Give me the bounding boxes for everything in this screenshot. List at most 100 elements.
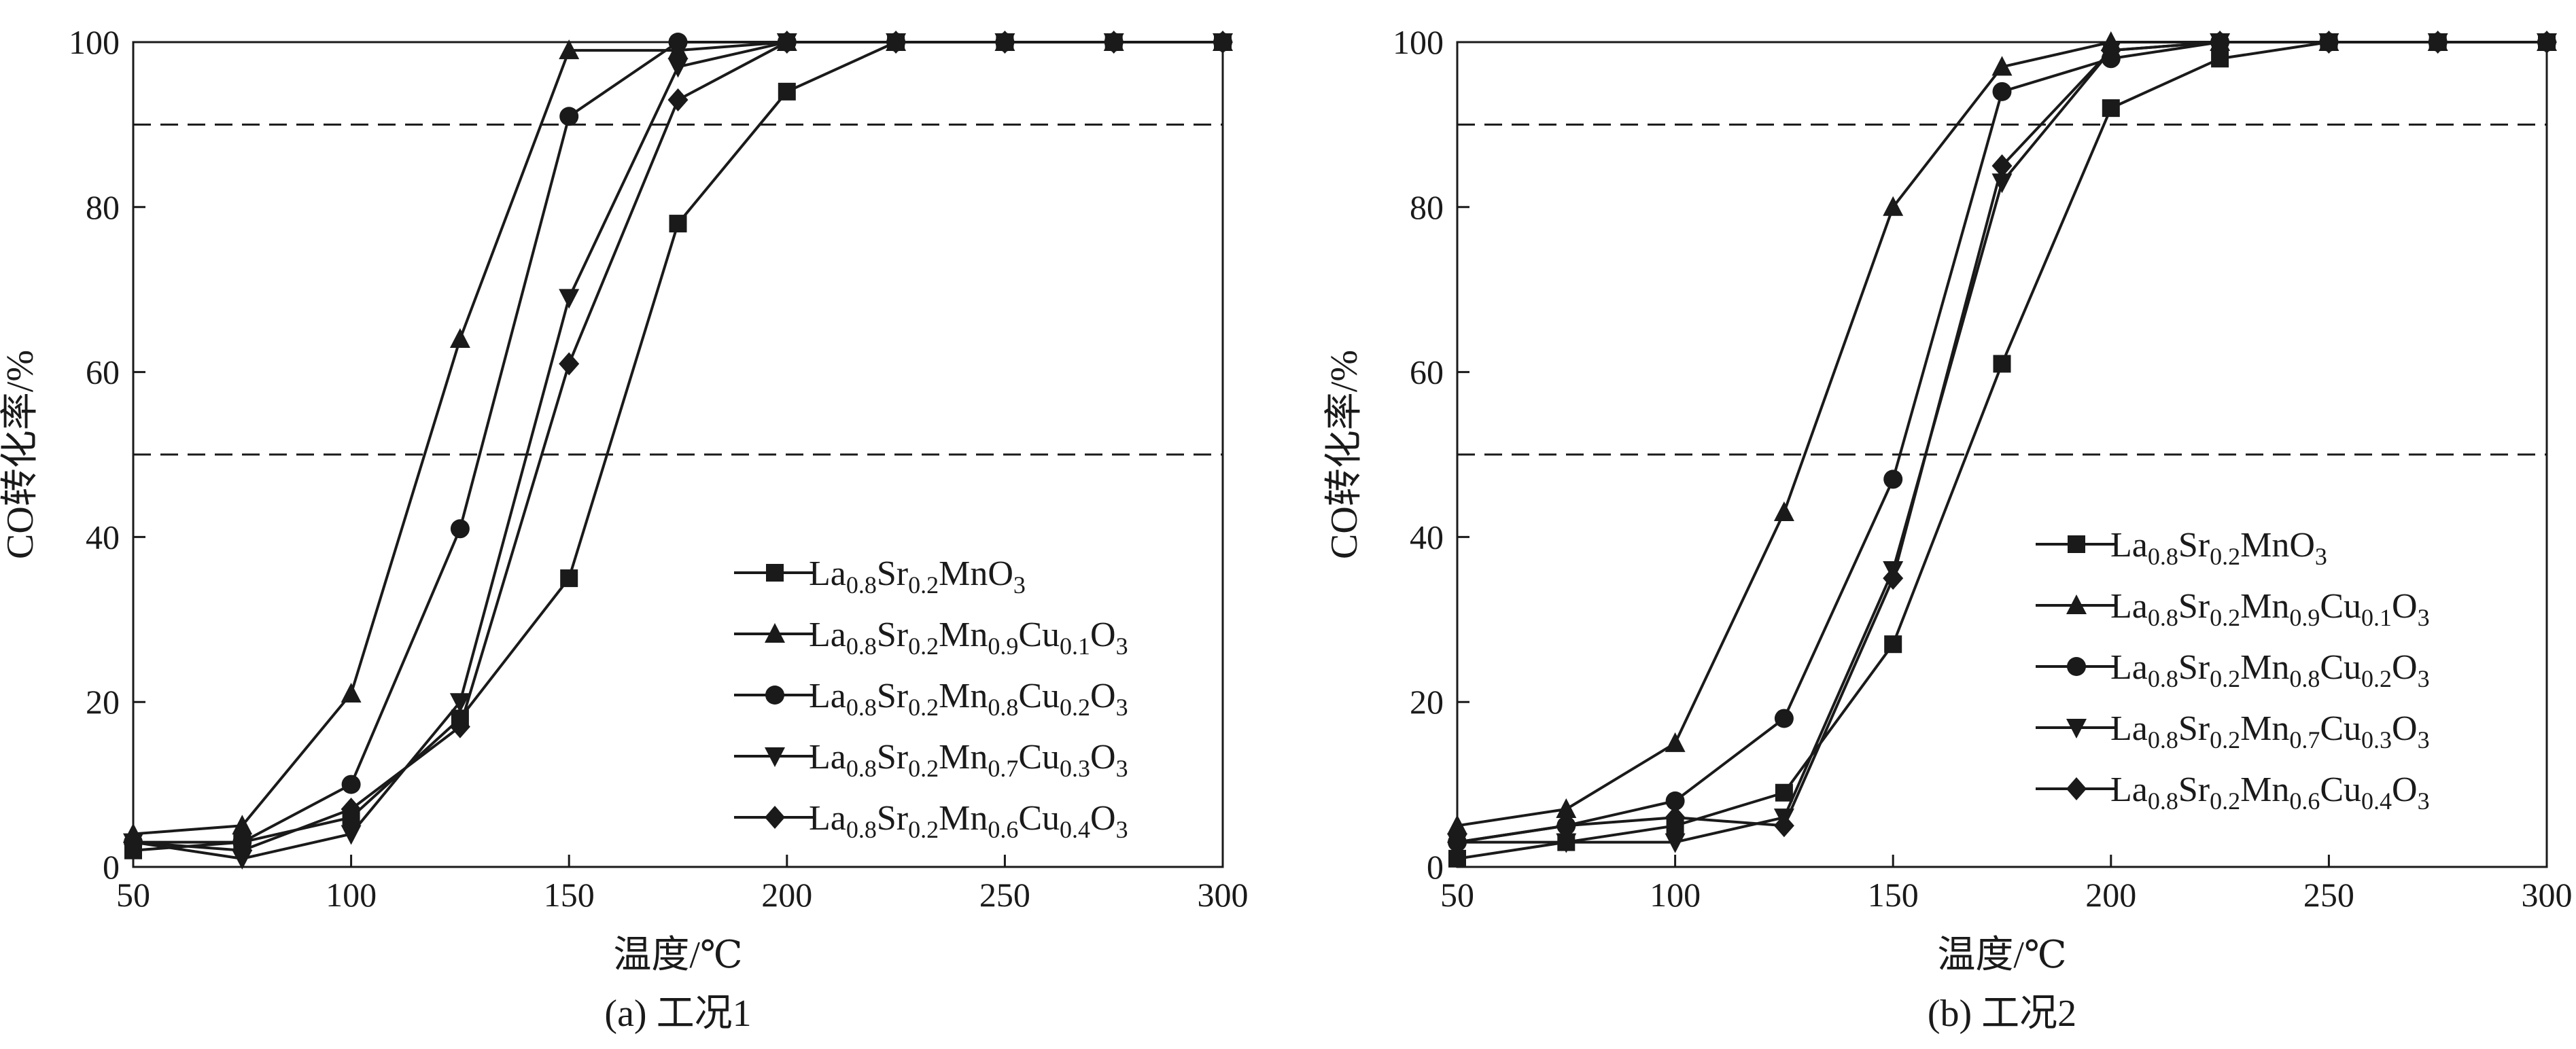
x-tick-label: 100 [326,876,377,914]
x-tick-label: 300 [2522,876,2573,914]
x-tick-label: 100 [1650,876,1701,914]
data-point-diamond [232,838,253,862]
panel-caption: (a) 工况1 [604,993,751,1035]
series-line-triangle-down [133,41,1223,860]
data-point-circle [559,107,579,126]
data-point-circle [1883,469,1903,489]
data-point-diamond [1773,814,1794,838]
data-point-diamond [994,31,1015,54]
legend-marker-triangle-down [765,747,785,767]
legend-marker-square [766,564,784,582]
legend-marker-diamond [2066,777,2087,800]
data-point-triangle-up [1991,56,2013,76]
x-tick-label: 50 [116,876,150,914]
data-point-diamond [886,31,907,54]
data-point-triangle-up [341,683,362,703]
data-point-square [2102,99,2120,118]
data-point-triangle-up [1665,732,1686,752]
x-axis-title: 温度/℃ [613,934,742,976]
legend-label: La0.8Sr0.2Mn0.6Cu0.4O3 [2110,770,2430,815]
data-point-diamond [1991,154,2013,178]
legend-label: La0.8Sr0.2Mn0.8Cu0.2O3 [809,677,1128,721]
y-tick-label: 20 [86,683,120,721]
chart-panel-b: 50 100 150 200 250 300 0 20 40 60 80 100 温度/℃ (b) 工况2… [1323,23,2573,1035]
data-point-diamond [776,31,797,54]
legend-marker-triangle-up [2066,594,2087,614]
data-point-triangle-down [449,693,470,713]
data-point-triangle-down [341,825,362,845]
data-point-diamond [1213,31,1233,54]
data-point-diamond [559,352,580,376]
data-point-circle [450,519,470,539]
panel-caption: (b) 工况2 [1928,993,2076,1035]
data-point-square [1775,783,1793,802]
legend-marker-square [2068,535,2085,553]
data-point-diamond [2100,39,2121,63]
data-point-diamond [449,715,470,739]
data-point-triangle-up [1773,501,1794,521]
series-line-diamond [133,41,1223,852]
y-tick-label: 40 [86,518,120,556]
x-tick-label: 250 [979,876,1030,914]
x-axis-title: 温度/℃ [1937,934,2066,976]
y-tick-label: 60 [1410,353,1444,391]
data-point-triangle-up [232,815,253,835]
data-point-diamond [1556,814,1577,838]
data-point-diamond [667,88,689,111]
data-point-diamond [1883,567,1904,590]
data-point-triangle-down [559,289,580,309]
data-point-square [1993,355,2011,373]
x-tick-label: 150 [544,876,595,914]
series-line-circle [133,41,1223,844]
data-point-circle [1774,709,1794,728]
x-tick-label: 300 [1198,876,1249,914]
data-point-diamond [1447,830,1467,854]
y-tick-label: 80 [1410,188,1444,226]
data-point-diamond [2318,31,2339,54]
legend-marker-circle [765,686,784,705]
data-point-triangle-down [1665,833,1686,853]
data-point-diamond [341,798,362,821]
y-tick-label: 100 [69,23,120,61]
data-point-circle [341,775,361,794]
data-point-square [669,215,687,233]
data-point-triangle-down [1991,173,2013,194]
legend-label: La0.8Sr0.2Mn0.9Cu0.1O3 [2110,587,2430,631]
y-axis-title: CO转化率/% [1323,350,1365,559]
data-point-triangle-up [449,328,470,349]
x-tick-label: 250 [2303,876,2354,914]
y-axis-title: CO转化率/% [0,350,41,559]
legend-marker-triangle-up [765,623,785,643]
legend-label: La0.8Sr0.2MnO3 [2110,526,2327,570]
chart-panel-a: 50 100 150 200 250 300 0 20 40 60 80 100 温度/℃ (a) 工况1… [0,23,1249,1035]
data-point-diamond [2537,31,2557,54]
y-tick-label: 80 [86,188,120,226]
data-point-diamond [1665,806,1686,830]
x-tick-label: 200 [2085,876,2136,914]
series-line-square [133,41,1223,852]
x-tick-label: 50 [1440,876,1474,914]
data-point-square [1884,635,1902,654]
y-tick-label: 20 [1410,683,1444,721]
x-tick-label: 150 [1868,876,1919,914]
legend-marker-diamond [765,806,785,829]
legend-label: La0.8Sr0.2Mn0.8Cu0.2O3 [2110,648,2430,692]
data-point-diamond [2210,31,2231,54]
y-tick-label: 0 [1427,848,1444,886]
data-point-triangle-down [667,58,689,78]
data-point-square [560,569,578,588]
data-point-circle [1665,791,1685,811]
data-point-circle [668,33,688,52]
legend-marker-triangle-down [2066,719,2087,739]
y-tick-label: 0 [103,848,120,886]
data-point-triangle-up [1883,196,1904,216]
legend-marker-circle [2067,657,2086,676]
data-point-circle [1992,82,2012,101]
legend-label: La0.8Sr0.2Mn0.7Cu0.3O3 [2110,709,2430,753]
x-tick-label: 200 [761,876,812,914]
y-tick-label: 100 [1393,23,1444,61]
data-point-diamond [1103,31,1124,54]
data-point-triangle-up [559,39,580,60]
data-point-triangle-up [1447,815,1467,835]
